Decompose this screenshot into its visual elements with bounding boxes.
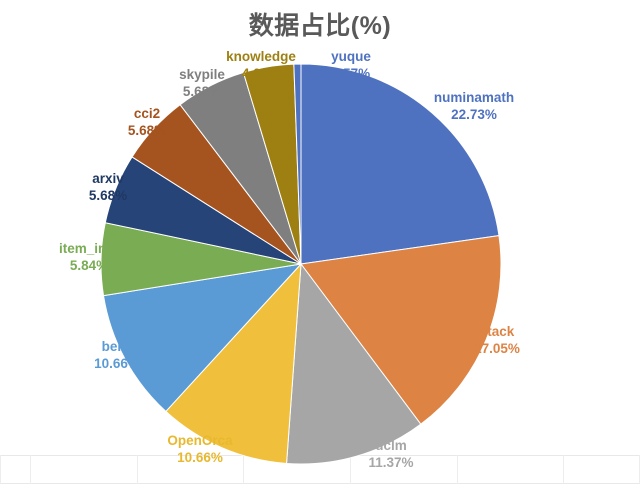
pie-label-yuque-name: yuque xyxy=(331,49,371,64)
pie-label-openorca-name: OpenOrca xyxy=(167,433,233,448)
pie-label-numinamath: numinamath 22.73% xyxy=(404,89,544,124)
pie-label-openorca-value: 10.66% xyxy=(177,450,223,466)
pie-label-item-info-name: item_info xyxy=(58,241,119,256)
pie-label-openorca: OpenOrca 10.66% xyxy=(140,432,260,467)
pie-label-skypile: skypile 5.68% xyxy=(152,66,252,101)
pie-label-belle: belle 10.66% xyxy=(67,338,167,373)
gridline-vertical xyxy=(563,455,564,484)
pie-slice-belle[interactable] xyxy=(102,263,303,413)
chart-title: 数据占比(%) xyxy=(248,12,392,40)
pie-label-stack-value: 17.05% xyxy=(474,341,520,357)
pie-slice-yuque[interactable] xyxy=(293,63,302,265)
pie-slice-openorca[interactable] xyxy=(165,262,302,465)
pie-label-numinamath-name: numinamath xyxy=(433,90,515,105)
pie-label-cci2-value: 5.68% xyxy=(127,123,167,139)
pie-label-item-info: item_info 5.84% xyxy=(32,240,146,275)
pie-label-arxiv-value: 5.68% xyxy=(88,188,128,204)
pie-label-cci2: cci2 5.68% xyxy=(100,105,194,140)
pie-label-skypile-name: skypile xyxy=(179,67,225,82)
pie-label-belle-name: belle xyxy=(101,339,133,354)
pie-label-dclm-name: dclm xyxy=(375,438,407,453)
pie-label-stack: stack 17.05% xyxy=(452,323,542,358)
pie-label-stack-name: stack xyxy=(479,324,515,339)
pie-label-yuque: yuque 0.57% xyxy=(313,48,389,83)
pie-slice-numinamath[interactable] xyxy=(300,63,500,265)
pie-slice-stack[interactable] xyxy=(300,235,502,425)
pie-label-knowledge-name: knowledge xyxy=(226,49,296,64)
pie-label-knowledge-value: 4.08% xyxy=(241,66,281,82)
pie-label-dclm-value: 11.37% xyxy=(368,455,414,471)
pie-label-item-info-value: 5.84% xyxy=(69,258,109,274)
pie-label-cci2-name: cci2 xyxy=(133,106,161,121)
pie-label-arxiv-name: arxiv xyxy=(92,171,124,186)
pie-label-skypile-value: 5.68% xyxy=(182,84,222,100)
pie-label-arxiv: arxiv 5.68% xyxy=(60,170,156,205)
gridline-vertical xyxy=(0,455,1,484)
gridline-vertical xyxy=(30,455,31,484)
pie-label-numinamath-value: 22.73% xyxy=(451,107,497,123)
pie-slice-dclm[interactable] xyxy=(286,262,422,465)
pie-label-knowledge: knowledge 4.08% xyxy=(205,48,317,83)
pie-label-belle-value: 10.66% xyxy=(94,356,140,372)
pie-label-dclm: dclm 11.37% xyxy=(341,437,441,472)
pie-label-yuque-value: 0.57% xyxy=(331,66,371,82)
pie-svg xyxy=(100,63,502,465)
pie-canvas xyxy=(99,62,503,466)
